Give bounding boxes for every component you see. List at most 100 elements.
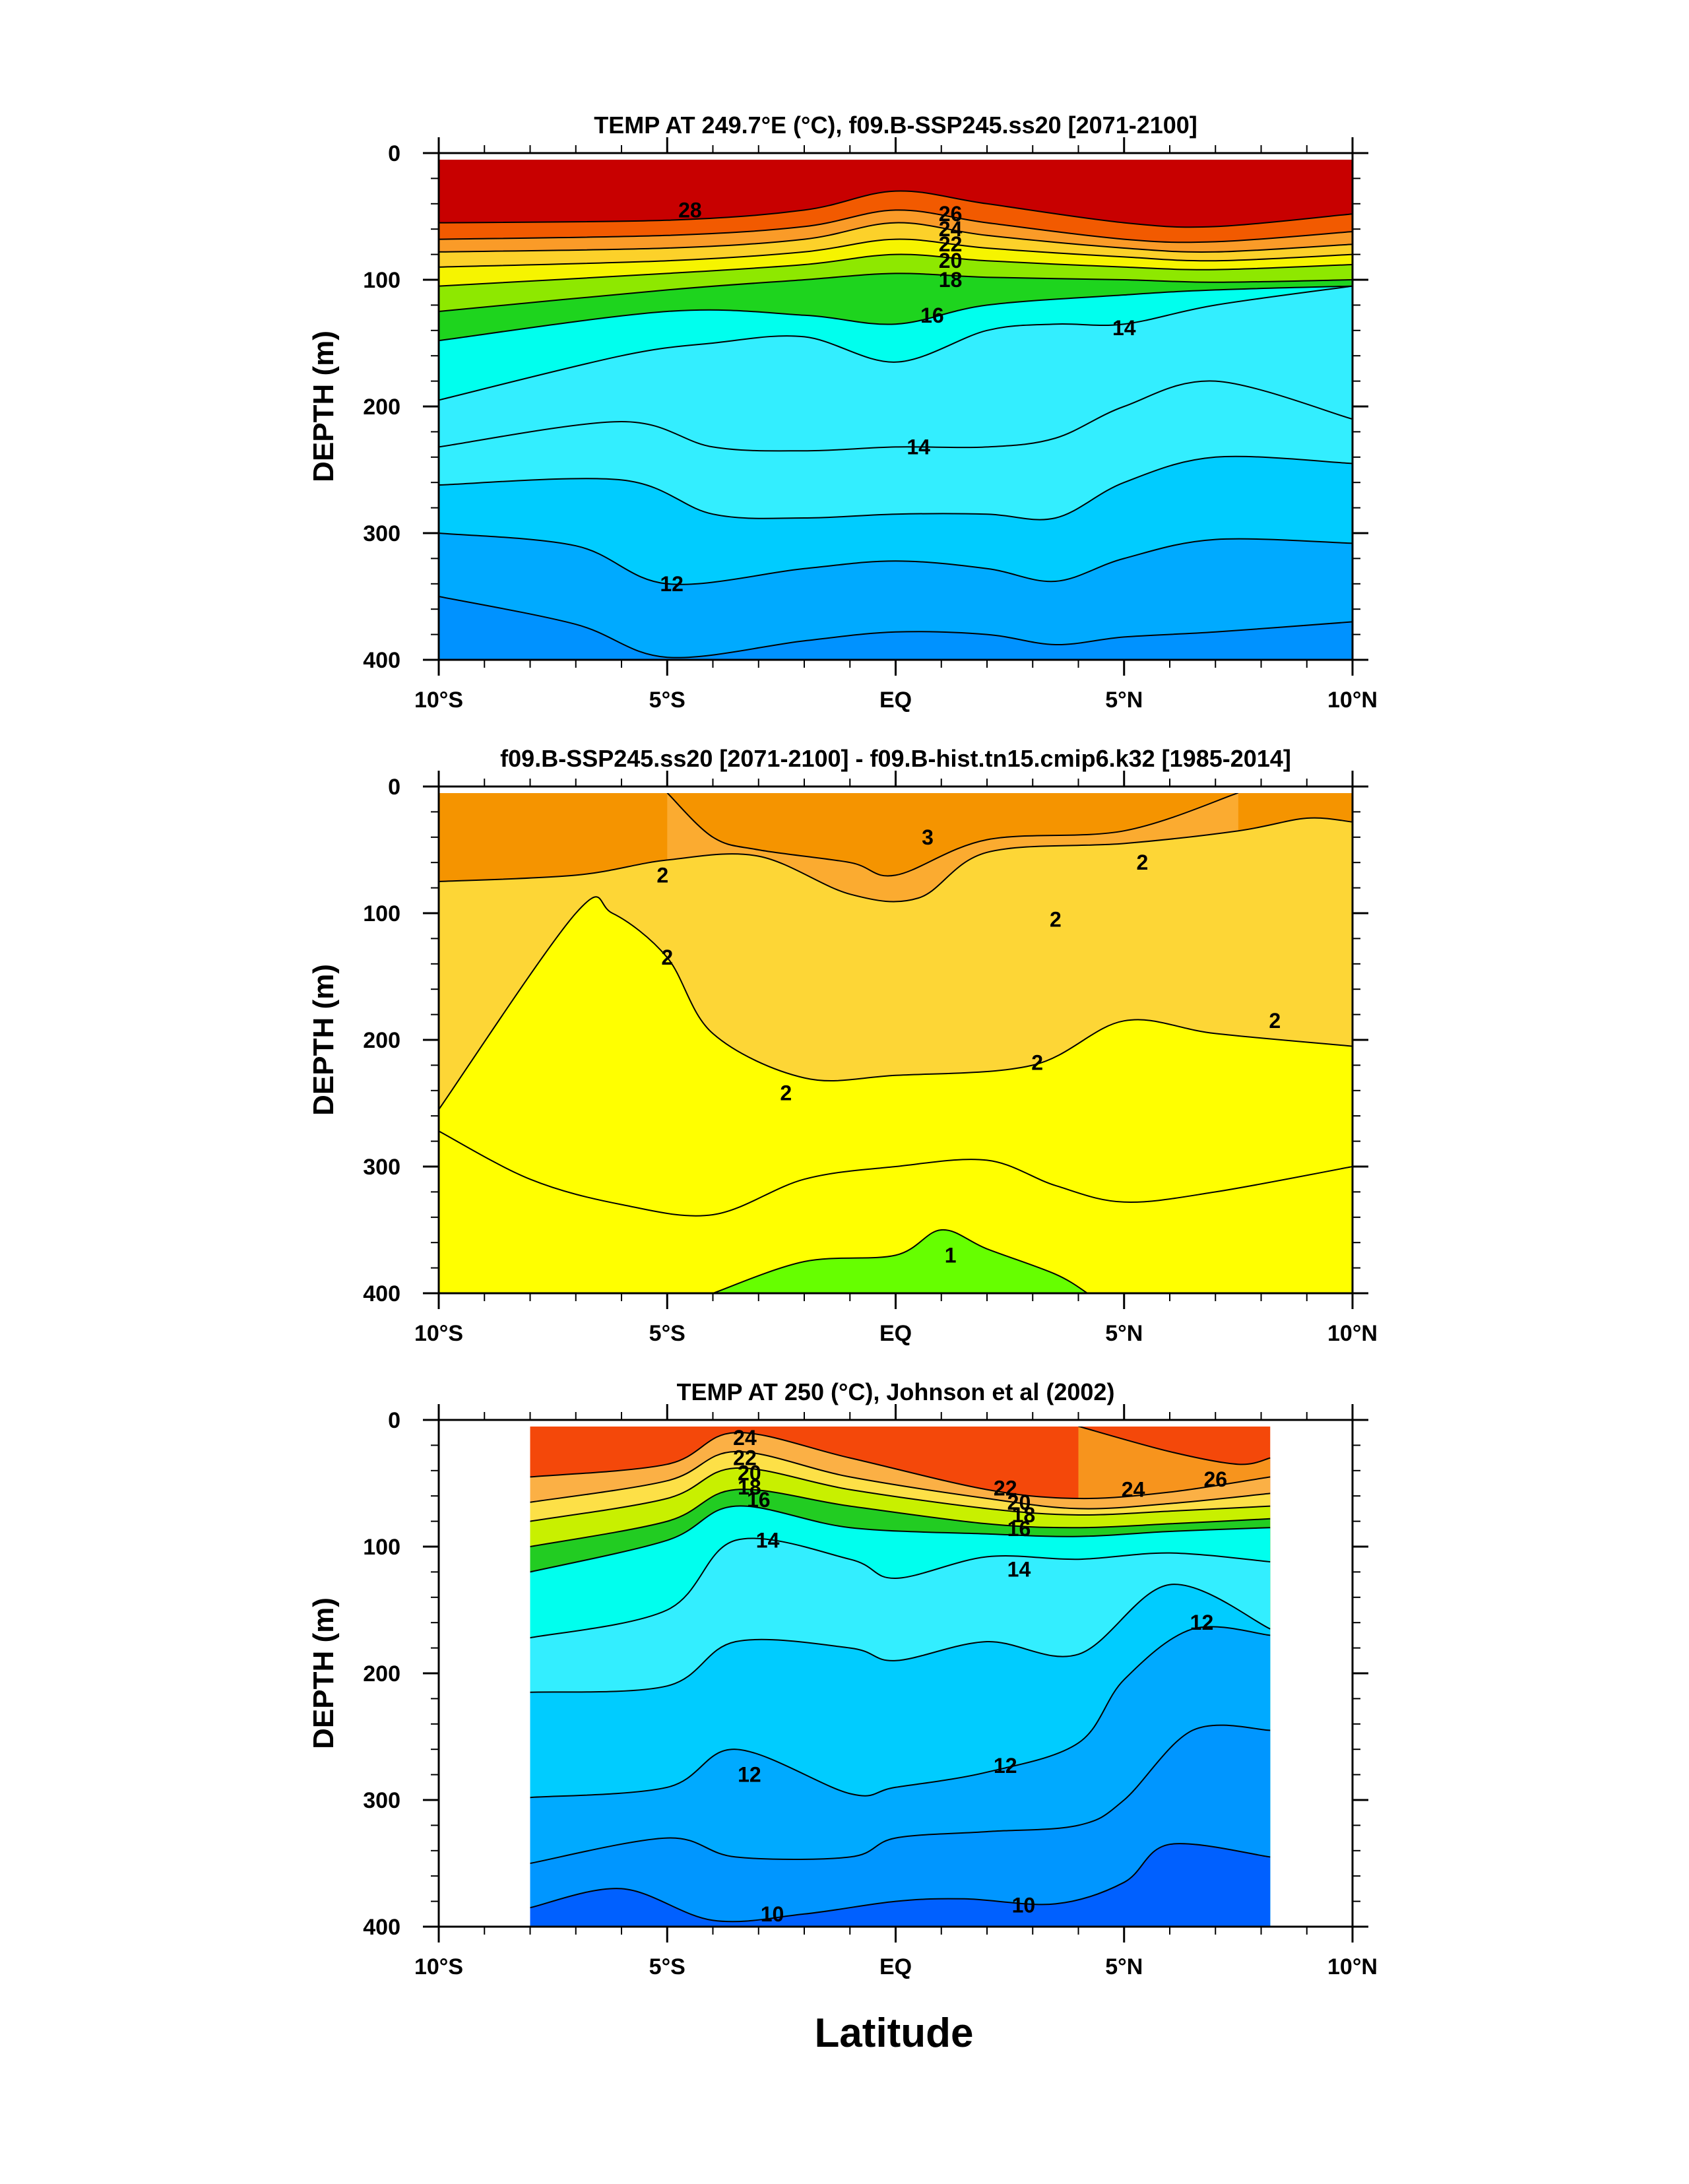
x-tick-label: EQ [879,1954,912,1979]
contour-line-24 [530,1432,1271,1500]
contour-line-14 [530,1537,1271,1639]
contour-line-10 [530,1843,1271,1923]
contour-line-3 [666,793,1239,877]
contour-lines [439,190,1353,658]
y-tick-label: 0 [388,141,400,166]
y-tick-label: 200 [363,1661,400,1686]
shared-x-axis-label: Latitude [814,2010,973,2056]
contour-line-28 [439,190,1353,228]
contour-label: 18 [1012,1503,1036,1527]
contour-label: 14 [756,1528,780,1552]
contour-line-1_5 [713,1229,1088,1293]
contour-label: 26 [1203,1467,1227,1491]
y-axis-label: DEPTH (m) [307,1597,340,1749]
contour-label: 24 [733,1426,757,1450]
contour-label: 24 [1122,1478,1145,1502]
contour-label: 2 [661,946,673,969]
axis-ticks [423,137,1368,676]
contour-fill [439,160,1353,660]
y-tick-label: 400 [363,1281,400,1306]
contour-label: 14 [907,435,930,459]
x-tick-label: 5°N [1105,1321,1143,1346]
x-tick-label: 5°N [1105,1954,1143,1979]
chart-panel-3: 26242220181614121210121014222018162410°S… [307,1378,1378,1979]
contour-label: 22 [733,1446,757,1470]
contour-line-20 [439,253,1353,287]
contour-label: 12 [738,1763,761,1787]
chart-title: TEMP AT 250 (°C), Johnson et al (2002) [677,1378,1115,1405]
contour-line-24 [439,222,1353,253]
contour-label: 16 [747,1488,771,1512]
y-tick-label: 100 [363,1535,400,1560]
y-tick-label: 200 [363,395,400,420]
contour-label: 12 [994,1754,1017,1778]
contour-band-below-11 [439,596,1353,660]
contour-band-below-11 [530,1725,1271,1927]
chart-panel-2: 3 2 2 1 2 2 2 2 2 10°S 5°S EQ 5°N 10°N 0 100 200 300 400 DE… [307,745,1378,1346]
y-tick-label: 300 [363,521,400,546]
contour-band-below-2 [439,1131,1353,1293]
contour-line-2_5 [439,817,1353,903]
contour-label: 2 [1050,908,1062,932]
contour-line-18 [439,273,1353,312]
contour-line-26 [439,209,1353,243]
x-tick-label: 10°N [1327,1321,1378,1346]
contour-label: 20 [939,249,963,273]
contour-line-13 [530,1584,1271,1693]
contour-line-12 [530,1626,1271,1799]
chart-title: TEMP AT 249.7°E (°C), f09.B-SSP245.ss20 … [594,112,1197,139]
contour-line-13 [439,455,1353,521]
y-tick-label: 200 [363,1028,400,1053]
contour-band-below-10 [530,1844,1271,1927]
contour-label: 28 [678,198,702,222]
contour-line-26 [1078,1427,1271,1465]
contour-line-22 [530,1450,1271,1510]
contour-label: 2 [1137,851,1149,874]
contour-label: 12 [1190,1611,1214,1634]
contour-label: 10 [761,1902,784,1926]
contour-label: 14 [1112,316,1136,340]
contour-band-below-2 [439,897,1353,1293]
x-tick-label: 10°S [414,1954,463,1979]
y-tick-label: 100 [363,268,400,293]
y-axis-label: DEPTH (m) [307,331,340,482]
y-tick-label: 300 [363,1155,400,1180]
contour-label: 1 [945,1243,957,1267]
contour-line-18 [530,1489,1271,1547]
x-tick-label: EQ [879,1321,912,1346]
contour-label: 12 [660,572,684,596]
y-tick-label: 0 [388,775,400,800]
x-tick-label: 10°S [414,688,463,713]
contour-label: 20 [738,1461,761,1485]
contour-line-16 [530,1505,1271,1573]
x-tick-label: EQ [879,688,912,713]
contour-labels: 3 2 2 1 2 2 2 2 2 [656,825,1281,1268]
contour-line-22 [439,238,1353,268]
contour-label: 2 [656,863,668,887]
x-tick-label: 5°N [1105,688,1143,713]
contour-line-12 [439,532,1353,585]
contour-line-14 [439,380,1353,452]
x-tick-label: 5°S [649,688,685,713]
x-tick-label: 10°S [414,1321,463,1346]
y-tick-label: 300 [363,1788,400,1813]
contour-label: 22 [939,232,963,256]
contour-lines [530,1427,1271,1923]
contour-label: 2 [1031,1051,1043,1075]
contour-band-below-12 [439,533,1353,660]
contour-label: 26 [939,202,963,226]
contour-line-11 [439,596,1353,658]
contour-label: 24 [939,217,963,241]
y-tick-label: 400 [363,1915,400,1940]
contour-line-14 [439,285,1353,401]
contour-label: 2 [780,1081,792,1105]
x-tick-label: 10°N [1327,1954,1378,1979]
contour-line-2 [439,896,1353,1110]
contour-line-16 [439,285,1353,342]
contour-label: 3 [922,825,934,849]
contour-label: 16 [1007,1517,1031,1541]
chart-title: f09.B-SSP245.ss20 [2071-2100] - f09.B-hi… [500,745,1291,772]
